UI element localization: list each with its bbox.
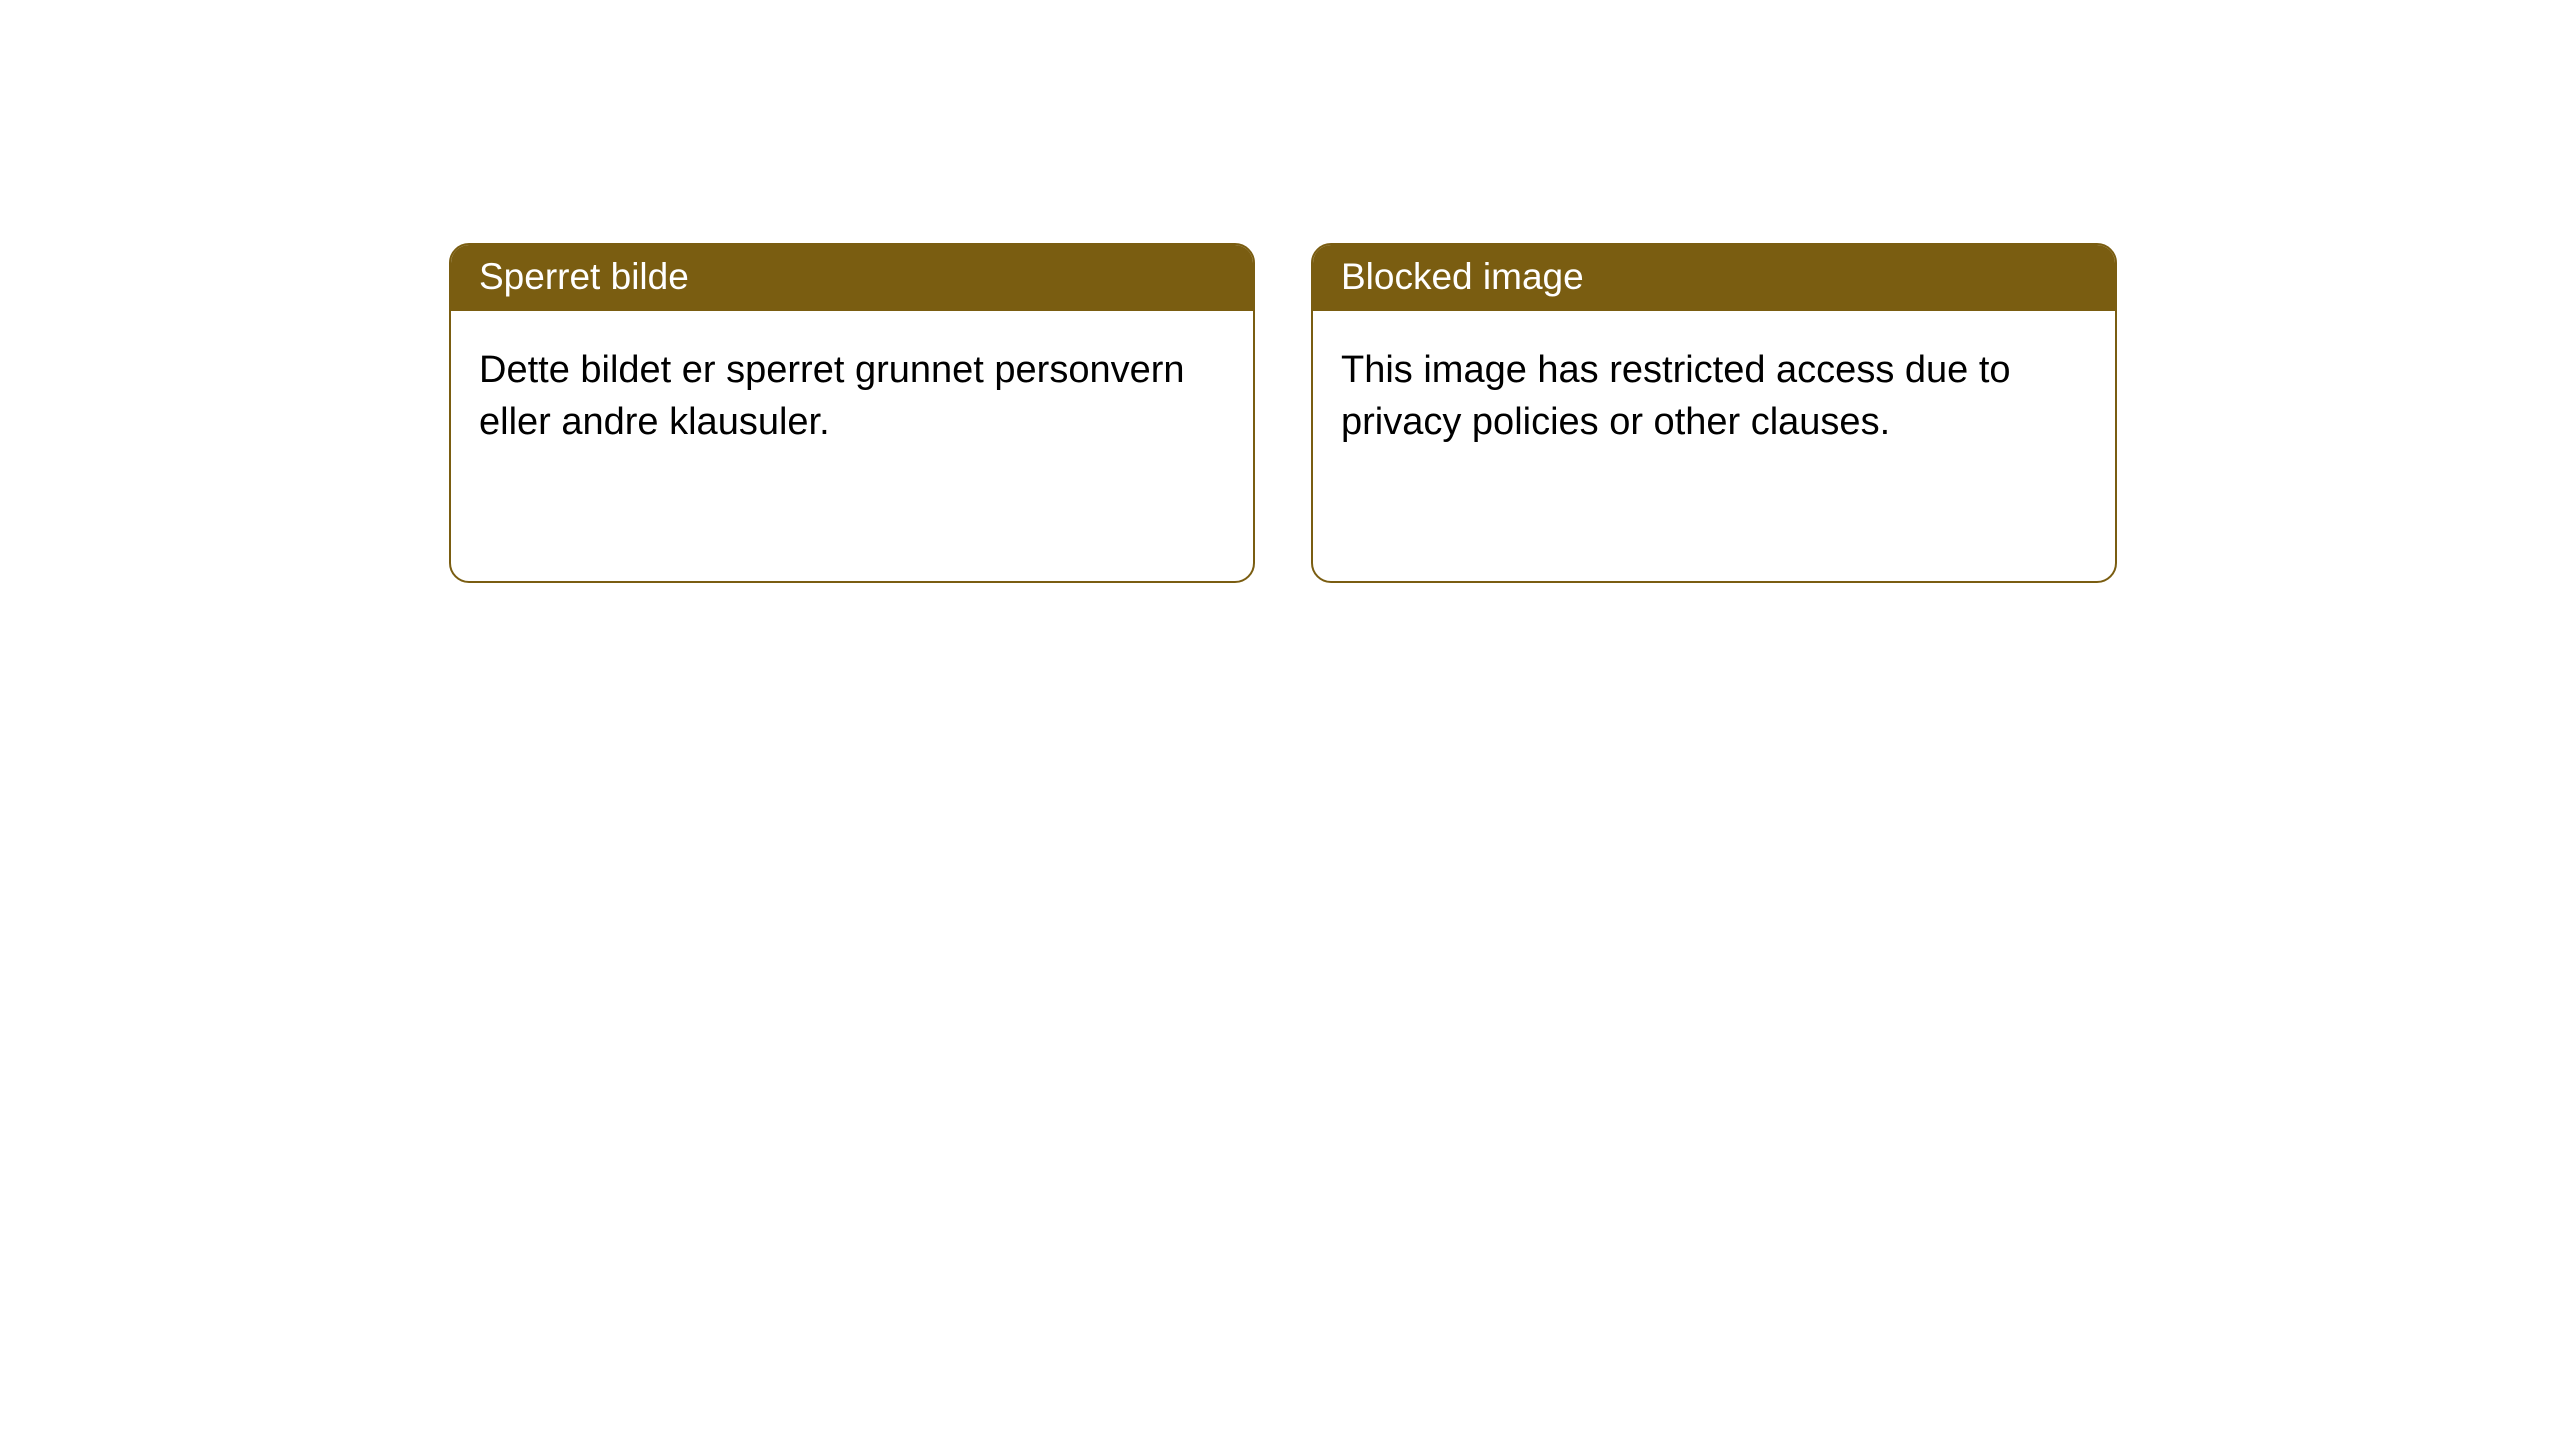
notice-card-norwegian: Sperret bilde Dette bildet er sperret gr…: [449, 243, 1255, 583]
card-body-text: This image has restricted access due to …: [1341, 349, 2011, 443]
card-header: Sperret bilde: [451, 245, 1253, 311]
card-header: Blocked image: [1313, 245, 2115, 311]
card-body-text: Dette bildet er sperret grunnet personve…: [479, 349, 1185, 443]
card-body: This image has restricted access due to …: [1313, 311, 2115, 482]
notice-container: Sperret bilde Dette bildet er sperret gr…: [0, 0, 2560, 583]
card-body: Dette bildet er sperret grunnet personve…: [451, 311, 1253, 482]
card-title: Sperret bilde: [479, 256, 689, 297]
card-title: Blocked image: [1341, 256, 1584, 297]
notice-card-english: Blocked image This image has restricted …: [1311, 243, 2117, 583]
